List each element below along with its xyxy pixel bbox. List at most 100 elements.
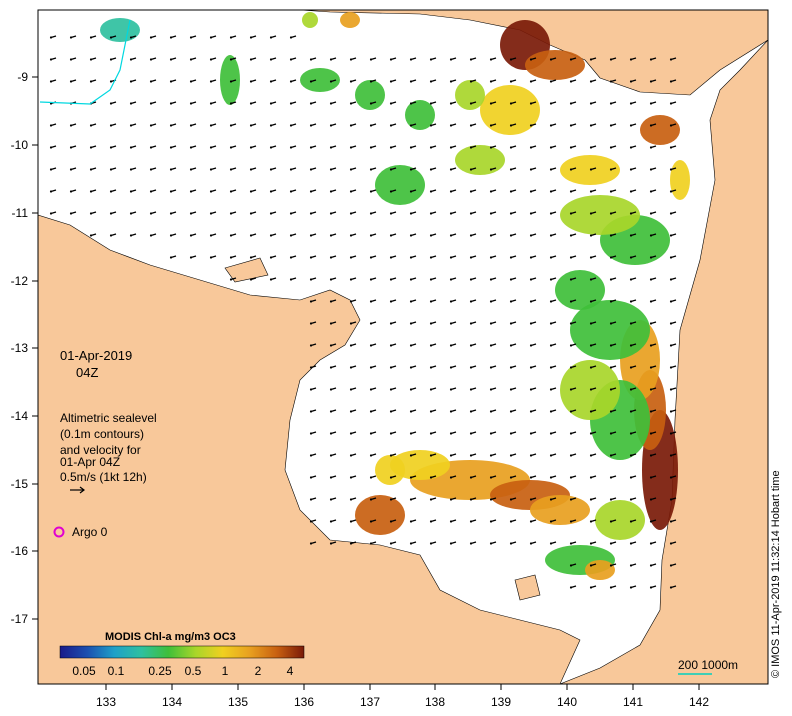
velocity-arrow-head [509,410,513,413]
velocity-arrow-head [229,36,233,39]
velocity-arrow-head [349,498,353,501]
velocity-arrow-head [429,454,433,457]
velocity-arrow-head [449,542,453,545]
velocity-arrow-head [329,278,333,281]
velocity-arrow-head [609,498,613,501]
velocity-arrow-head [569,542,573,545]
velocity-arrow-head [589,432,593,435]
velocity-arrow-head [349,234,353,237]
velocity-arrow-head [289,36,293,39]
velocity-arrow-head [649,322,653,325]
velocity-arrow-head [329,58,333,61]
velocity-arrow-head [449,322,453,325]
velocity-arrow-head [349,80,353,83]
velocity-arrow-head [309,300,313,303]
velocity-arrow-head [629,80,633,83]
velocity-arrow-head [549,80,553,83]
velocity-arrow-head [389,454,393,457]
lat-tick-label: -11 [12,206,29,220]
velocity-arrow-head [509,102,513,105]
velocity-arrow-head [569,322,573,325]
velocity-arrow-head [669,300,673,303]
chlorophyll-patch [560,360,620,420]
lon-tick-label: 142 [689,695,709,709]
velocity-arrow-head [449,124,453,127]
velocity-arrow-head [209,212,213,215]
velocity-arrow-head [489,542,493,545]
velocity-arrow-head [649,278,653,281]
velocity-arrow-head [669,278,673,281]
chlorophyll-patch [100,18,140,42]
velocity-arrow-head [629,212,633,215]
velocity-arrow-head [189,190,193,193]
velocity-arrow-head [609,146,613,149]
velocity-arrow-head [269,234,273,237]
velocity-arrow-head [69,168,73,171]
velocity-arrow-head [649,146,653,149]
velocity-arrow-head [469,190,473,193]
velocity-arrow-head [449,190,453,193]
velocity-arrow-head [429,542,433,545]
velocity-arrow-head [469,212,473,215]
velocity-arrow-head [549,410,553,413]
velocity-arrow-head [469,168,473,171]
velocity-arrow-head [149,168,153,171]
velocity-arrow-head [389,102,393,105]
velocity-arrow-head [389,190,393,193]
velocity-arrow-head [629,498,633,501]
colorbar-label: 2 [255,664,262,678]
velocity-arrow-head [449,146,453,149]
velocity-arrow-head [269,58,273,61]
velocity-arrow-head [529,102,533,105]
velocity-arrow-head [89,146,93,149]
velocity-arrow-head [589,498,593,501]
lon-tick-label: 135 [228,695,248,709]
velocity-arrow-head [289,256,293,259]
velocity-arrow-head [429,256,433,259]
velocity-arrow-head [349,212,353,215]
velocity-arrow-head [249,58,253,61]
velocity-arrow-head [89,80,93,83]
velocity-arrow-head [369,234,373,237]
velocity-arrow-head [209,146,213,149]
velocity-arrow-head [589,146,593,149]
velocity-arrow-head [409,168,413,171]
velocity-arrow-head [649,190,653,193]
velocity-arrow-head [469,542,473,545]
velocity-arrow-head [589,564,593,567]
velocity-arrow-head [669,388,673,391]
velocity-arrow-head [569,124,573,127]
velocity-arrow-head [489,300,493,303]
velocity-arrow-head [389,388,393,391]
velocity-arrow-head [229,278,233,281]
velocity-arrow-head [489,476,493,479]
velocity-arrow-head [529,410,533,413]
velocity-arrow-head [589,344,593,347]
velocity-arrow-head [509,454,513,457]
velocity-arrow-head [489,190,493,193]
velocity-arrow-head [409,344,413,347]
velocity-arrow-head [449,410,453,413]
velocity-arrow-head [229,168,233,171]
velocity-arrow-head [509,344,513,347]
lat-tick-label: -12 [11,274,29,288]
velocity-arrow-head [429,102,433,105]
velocity-arrow-head [649,432,653,435]
velocity-arrow-head [309,454,313,457]
velocity-arrow-head [369,168,373,171]
velocity-arrow-head [529,190,533,193]
velocity-arrow-head [669,564,673,567]
chlorophyll-patch [390,450,450,480]
velocity-arrow-head [349,300,353,303]
velocity-arrow-head [389,124,393,127]
chlorophyll-patch [670,160,690,200]
velocity-arrow-head [649,586,653,589]
lat-tick-label: -16 [11,544,29,558]
velocity-arrow-head [509,168,513,171]
velocity-arrow-head [269,190,273,193]
lat-tick-label: -17 [11,612,29,626]
lon-tick-label: 133 [96,695,116,709]
velocity-arrow-head [609,542,613,545]
velocity-arrow-head [209,102,213,105]
